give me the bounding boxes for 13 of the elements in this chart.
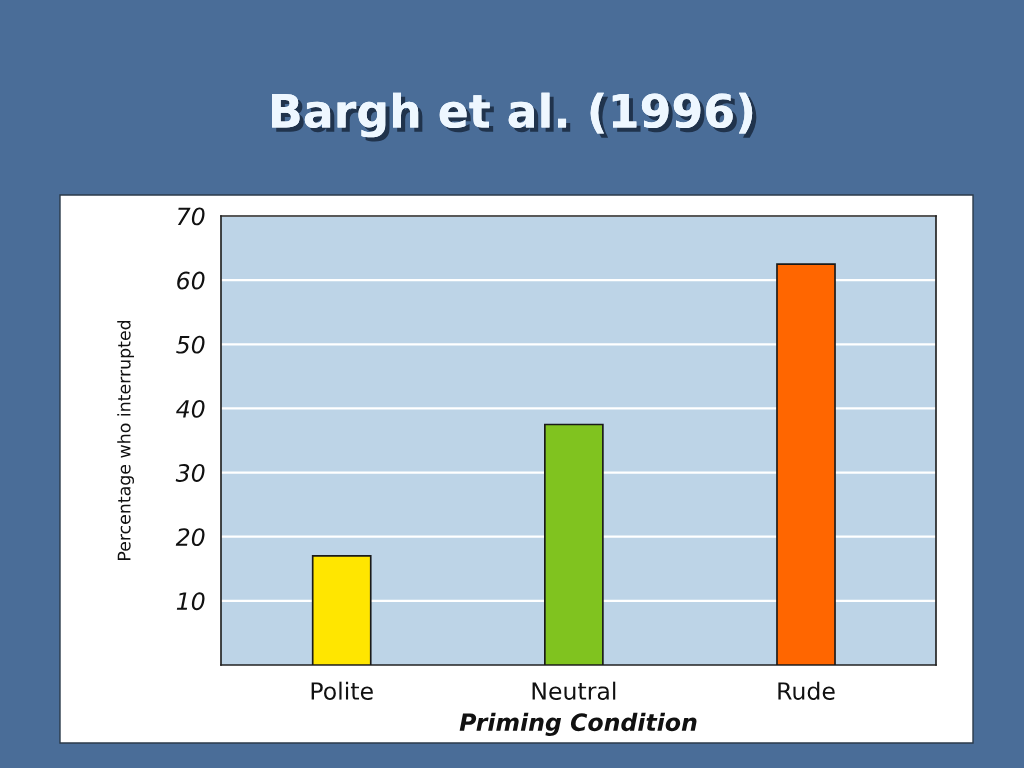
chart-title: Bargh et al. (1996) (272, 92, 757, 142)
x-tick-label: Polite (311, 681, 373, 700)
y-tick-label: 70 (177, 207, 205, 226)
y-axis-title: Percentage who interrupted (117, 320, 135, 560)
y-tick-label: 30 (175, 464, 205, 482)
y-tick-label: 60 (177, 271, 205, 290)
x-tick-label: Neutral (532, 681, 616, 700)
y-tick-label: 10 (176, 592, 205, 611)
x-tick-label: Rude (778, 681, 835, 700)
y-tick-label: 50 (176, 335, 205, 354)
y-tick-label: 40 (176, 399, 205, 418)
y-tick-label: 20 (175, 528, 205, 547)
x-axis-title: Priming Condition (459, 712, 697, 736)
